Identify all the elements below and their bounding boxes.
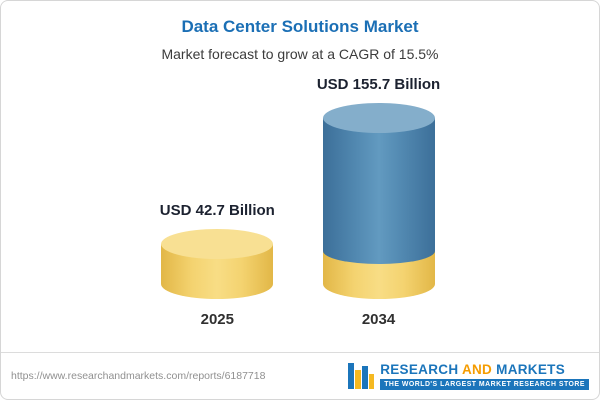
logo-word-research: RESEARCH [380, 362, 459, 377]
bar-chart-logo-icon [348, 363, 375, 389]
cylinder-2034 [322, 103, 435, 299]
logo-tagline: THE WORLD'S LARGEST MARKET RESEARCH STOR… [380, 379, 589, 390]
cylinder-2034-body [322, 118, 435, 251]
chart-title: Data Center Solutions Market [181, 17, 419, 36]
cylinder-2025-top-ellipse [161, 229, 274, 259]
chart-header: Data Center Solutions Market Market fore… [1, 1, 599, 62]
year-label-2025: 2025 [200, 311, 234, 328]
cylinder-2034-segment-seam [322, 238, 435, 264]
logo-word-and: AND [461, 362, 493, 377]
value-label-2025: USD 42.7 Billion [159, 202, 275, 219]
source-url: https://www.researchandmarkets.com/repor… [11, 370, 266, 382]
chart-subtitle: Market forecast to grow at a CAGR of 15.… [161, 46, 439, 62]
year-label-2034: 2034 [361, 311, 396, 328]
research-and-markets-logo: RESEARCH AND MARKETS THE WORLD'S LARGEST… [348, 362, 589, 390]
logo-word-markets: MARKETS [496, 362, 566, 377]
logo-text: RESEARCH AND MARKETS THE WORLD'S LARGEST… [380, 362, 589, 390]
bar-group-2034: USD 155.7 Billion 2034 [317, 76, 440, 328]
bar-group-2025: USD 42.7 Billion 2025 [160, 202, 275, 328]
footer: https://www.researchandmarkets.com/repor… [1, 352, 599, 399]
logo-wordmark: RESEARCH AND MARKETS [380, 362, 565, 377]
bar-chart: USD 42.7 Billion 2025 USD 155.7 Billion … [1, 76, 599, 328]
value-label-2034: USD 155.7 Billion [316, 76, 441, 93]
cylinder-2025 [161, 229, 274, 299]
cylinder-2034-top-ellipse [322, 103, 435, 133]
